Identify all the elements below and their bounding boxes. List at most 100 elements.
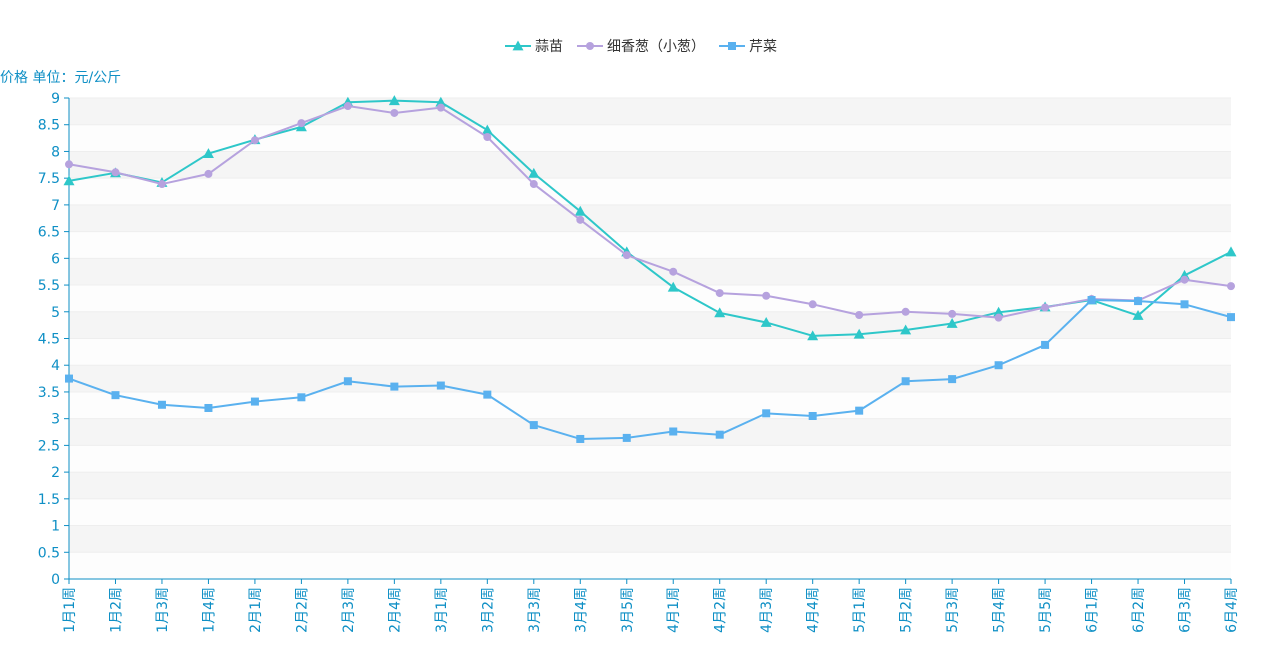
- data-point[interactable]: [669, 427, 678, 436]
- data-point[interactable]: [576, 434, 585, 443]
- data-point[interactable]: [1180, 300, 1189, 309]
- data-point[interactable]: [576, 215, 585, 224]
- data-point[interactable]: [1227, 313, 1235, 322]
- legend-item[interactable]: 蒜苗: [505, 39, 563, 55]
- data-point[interactable]: [715, 430, 724, 439]
- data-point[interactable]: [157, 180, 166, 189]
- data-point[interactable]: [855, 310, 864, 319]
- legend-item[interactable]: 细香葱（小葱）: [577, 39, 705, 55]
- data-point[interactable]: [388, 95, 400, 106]
- y-tick-label: 1.5: [38, 492, 60, 508]
- data-point[interactable]: [948, 375, 957, 384]
- data-point[interactable]: [111, 168, 120, 177]
- data-point[interactable]: [297, 393, 306, 402]
- data-point[interactable]: [390, 382, 399, 391]
- y-tick-label: 2.5: [38, 438, 60, 454]
- series-line[interactable]: [68, 105, 1232, 319]
- data-point[interactable]: [714, 307, 726, 318]
- data-point[interactable]: [1041, 340, 1050, 349]
- data-point[interactable]: [807, 330, 819, 341]
- data-point[interactable]: [901, 377, 910, 386]
- data-point[interactable]: [574, 205, 586, 216]
- data-point[interactable]: [762, 409, 771, 418]
- legend-item[interactable]: 芹菜: [719, 39, 777, 55]
- data-point[interactable]: [65, 160, 73, 169]
- data-point[interactable]: [1180, 275, 1189, 284]
- data-point[interactable]: [901, 307, 910, 316]
- y-axis-unit-label: 价格 单位：元/公斤: [0, 70, 121, 86]
- data-point[interactable]: [1132, 310, 1144, 320]
- grid-band: [69, 445, 1231, 473]
- data-point[interactable]: [65, 374, 73, 383]
- data-point[interactable]: [1087, 296, 1096, 305]
- series-layer: [63, 95, 1237, 443]
- grid-band: [69, 472, 1231, 499]
- data-point[interactable]: [946, 318, 958, 328]
- data-point[interactable]: [669, 267, 678, 276]
- data-point[interactable]: [855, 406, 864, 415]
- data-point[interactable]: [204, 403, 213, 412]
- x-tick-label: 6月1周: [1085, 587, 1101, 633]
- legend-label: 芹菜: [749, 39, 777, 55]
- grid-band: [69, 418, 1231, 446]
- data-point[interactable]: [250, 136, 259, 145]
- x-tick-label: 3月2周: [480, 587, 496, 633]
- legend-triangle-icon: [512, 40, 524, 51]
- data-point[interactable]: [529, 421, 538, 430]
- y-tick-label: 7: [51, 198, 60, 214]
- x-tick-label: 6月3周: [1178, 587, 1194, 633]
- data-point[interactable]: [436, 103, 445, 112]
- data-point[interactable]: [900, 324, 912, 335]
- y-tick-label: 3.5: [38, 385, 60, 401]
- y-tick-label: 4: [51, 358, 60, 374]
- data-point[interactable]: [111, 391, 120, 400]
- y-tick-label: 0.5: [38, 545, 60, 561]
- data-point[interactable]: [250, 397, 259, 406]
- data-point[interactable]: [1134, 297, 1143, 306]
- legend[interactable]: 蒜苗 细香葱（小葱） 芹菜: [505, 39, 777, 55]
- data-point[interactable]: [528, 167, 540, 178]
- x-tick-label: 4月2周: [713, 587, 729, 633]
- data-point[interactable]: [1227, 282, 1235, 291]
- grid-band: [69, 391, 1231, 419]
- data-point[interactable]: [483, 390, 492, 399]
- data-point[interactable]: [436, 381, 445, 390]
- grid-band: [69, 365, 1231, 392]
- data-point[interactable]: [1225, 246, 1237, 257]
- data-point[interactable]: [202, 148, 214, 158]
- x-tick-label: 4月4周: [806, 587, 822, 633]
- data-point[interactable]: [994, 313, 1003, 322]
- data-point[interactable]: [297, 119, 306, 128]
- data-point[interactable]: [808, 300, 817, 309]
- data-point[interactable]: [343, 377, 352, 386]
- data-point[interactable]: [993, 306, 1005, 317]
- x-tick-label: 2月3周: [341, 587, 357, 633]
- data-point[interactable]: [529, 180, 538, 189]
- data-point[interactable]: [667, 281, 679, 292]
- data-point[interactable]: [715, 289, 724, 298]
- legend-label: 蒜苗: [535, 39, 563, 55]
- data-point[interactable]: [390, 108, 399, 117]
- data-point[interactable]: [204, 169, 213, 178]
- data-point[interactable]: [157, 400, 166, 409]
- data-point[interactable]: [994, 361, 1003, 370]
- data-point[interactable]: [762, 291, 771, 300]
- data-point[interactable]: [853, 328, 865, 339]
- x-tick-label: 1月2周: [108, 587, 124, 633]
- data-point[interactable]: [760, 316, 772, 327]
- data-point[interactable]: [622, 433, 631, 442]
- data-point[interactable]: [63, 175, 75, 186]
- data-point[interactable]: [948, 309, 957, 318]
- legend-circle-icon: [586, 42, 594, 50]
- data-point[interactable]: [808, 411, 817, 420]
- grid-band: [69, 498, 1231, 526]
- data-point[interactable]: [1041, 303, 1050, 312]
- data-point[interactable]: [343, 102, 352, 111]
- data-point[interactable]: [435, 96, 447, 107]
- x-tick-label: 1月3周: [155, 587, 171, 633]
- data-point[interactable]: [483, 133, 492, 142]
- data-point[interactable]: [481, 124, 493, 135]
- data-point[interactable]: [622, 251, 631, 260]
- series-line[interactable]: [68, 299, 1232, 440]
- grid-band: [69, 525, 1231, 553]
